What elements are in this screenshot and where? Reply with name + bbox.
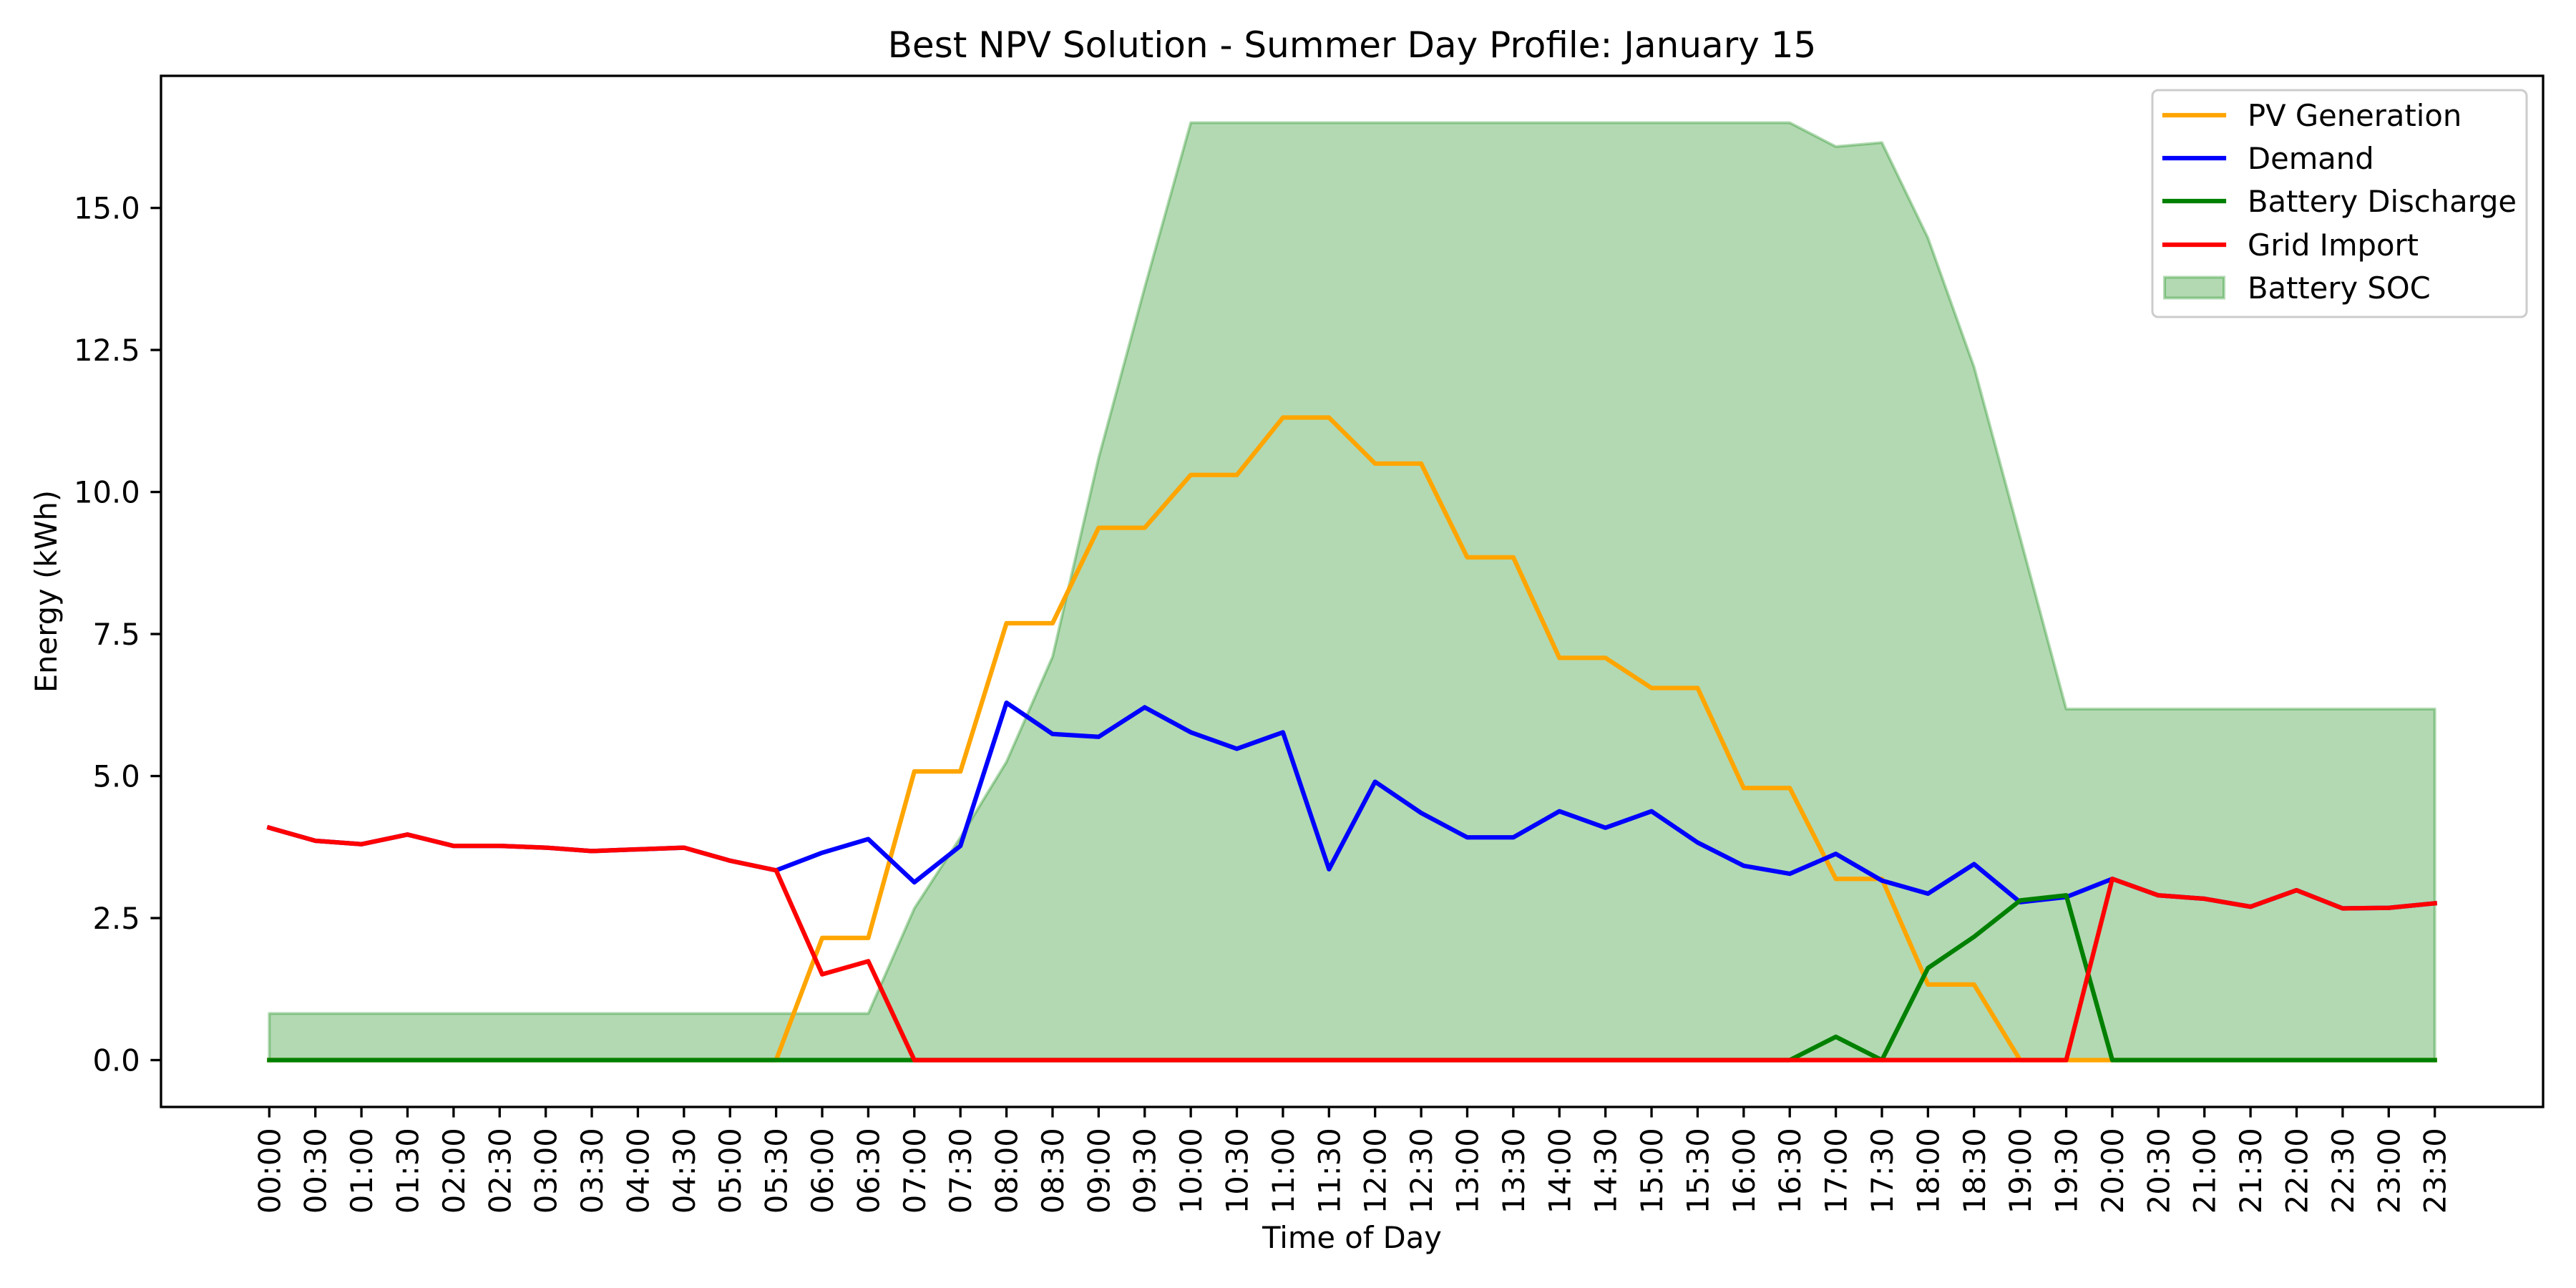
x-tick-label: 10:30 — [1220, 1128, 1255, 1214]
x-tick-label: 19:00 — [2003, 1128, 2038, 1214]
x-tick-label: 15:00 — [1634, 1128, 1669, 1214]
y-tick-label: 12.5 — [74, 333, 140, 368]
x-tick-label: 11:30 — [1312, 1128, 1347, 1214]
x-axis: 00:00 00:30 01:00 01:30 02:00 02:30 03:00 03:30… — [252, 1107, 2453, 1214]
x-tick-label: 01:00 — [344, 1128, 379, 1214]
legend-label-pv-generation: PV Generation — [2248, 98, 2462, 133]
x-tick-label: 18:30 — [1957, 1128, 1992, 1214]
legend-entry-demand: Demand — [2162, 141, 2374, 176]
x-tick-label: 06:30 — [851, 1128, 886, 1214]
x-tick-label: 22:30 — [2326, 1128, 2361, 1214]
y-tick-label: 0.0 — [93, 1043, 140, 1078]
x-tick-label: 14:30 — [1589, 1128, 1624, 1214]
x-tick-label: 23:30 — [2418, 1128, 2453, 1214]
x-tick-label: 14:00 — [1542, 1128, 1577, 1214]
x-tick-label: 07:00 — [897, 1128, 932, 1214]
x-tick-label: 03:00 — [529, 1128, 564, 1214]
legend-entry-battery-soc: Battery SOC — [2163, 270, 2431, 306]
x-tick-label: 21:30 — [2233, 1128, 2268, 1214]
legend-entry-pv-generation: PV Generation — [2162, 98, 2462, 133]
x-tick-label: 19:30 — [2049, 1128, 2084, 1214]
legend-entry-battery-discharge: Battery Discharge — [2162, 184, 2517, 219]
y-tick-label: 10.0 — [74, 475, 140, 510]
legend-handle-battery-soc — [2163, 275, 2225, 300]
x-tick-label: 12:00 — [1358, 1128, 1393, 1214]
x-tick-label: 09:00 — [1081, 1128, 1116, 1214]
x-tick-label: 02:30 — [482, 1128, 517, 1214]
axes-background — [161, 76, 2543, 1107]
legend: PV Generation Demand Battery Discharge G… — [2151, 89, 2528, 318]
x-tick-label: 23:00 — [2371, 1128, 2406, 1214]
y-axis-label: Energy (kWh) — [29, 490, 64, 693]
x-tick-label: 10:00 — [1174, 1128, 1209, 1214]
series-area-battery-soc — [268, 121, 2436, 1062]
x-tick-label: 17:30 — [1865, 1128, 1900, 1214]
x-tick-label: 21:00 — [2187, 1128, 2223, 1214]
x-tick-label: 20:00 — [2095, 1128, 2130, 1214]
x-tick-label: 01:30 — [390, 1128, 425, 1214]
x-tick-label: 05:30 — [759, 1128, 794, 1214]
axes-frame — [160, 74, 2545, 1108]
y-axis: 0.0 2.5 5.0 7.5 10.0 12.5 15.0 — [74, 191, 161, 1078]
legend-label-battery-discharge: Battery Discharge — [2248, 184, 2517, 219]
y-tick-label: 2.5 — [93, 901, 140, 936]
y-tick-label: 7.5 — [93, 617, 140, 652]
x-tick-label: 18:00 — [1911, 1128, 1946, 1214]
x-tick-label: 16:00 — [1727, 1128, 1762, 1214]
x-tick-label: 08:30 — [1035, 1128, 1070, 1214]
x-tick-label: 08:00 — [990, 1128, 1025, 1214]
x-tick-label: 05:00 — [713, 1128, 748, 1214]
x-tick-label: 13:00 — [1450, 1128, 1485, 1214]
x-axis-label: Time of Day — [1262, 1220, 1442, 1255]
chart-title: Best NPV Solution - Summer Day Profile: … — [888, 24, 1817, 66]
legend-entry-grid-import: Grid Import — [2162, 228, 2419, 263]
legend-frame — [2151, 89, 2528, 318]
legend-label-battery-soc: Battery SOC — [2248, 270, 2431, 306]
x-tick-label: 09:30 — [1128, 1128, 1163, 1214]
plot-area — [266, 121, 2438, 1063]
x-tick-label: 04:30 — [667, 1128, 702, 1214]
series-line-grid-import — [266, 824, 2438, 1063]
x-tick-label: 00:00 — [252, 1128, 287, 1214]
x-tick-label: 06:00 — [805, 1128, 840, 1214]
x-tick-label: 20:30 — [2141, 1128, 2176, 1214]
x-tick-label: 11:00 — [1266, 1128, 1301, 1214]
legend-label-grid-import: Grid Import — [2248, 228, 2419, 263]
x-tick-label: 02:00 — [436, 1128, 472, 1214]
y-tick-label: 5.0 — [93, 759, 140, 794]
x-tick-label: 07:30 — [943, 1128, 978, 1214]
x-tick-label: 16:30 — [1772, 1128, 1807, 1214]
x-tick-label: 04:00 — [620, 1128, 655, 1214]
x-tick-label: 13:30 — [1496, 1128, 1531, 1214]
y-tick-label: 15.0 — [74, 191, 140, 226]
x-tick-label: 00:30 — [298, 1128, 333, 1214]
x-tick-label: 12:30 — [1404, 1128, 1439, 1214]
x-tick-label: 15:30 — [1680, 1128, 1715, 1214]
x-tick-label: 03:30 — [575, 1128, 610, 1214]
x-tick-label: 17:00 — [1819, 1128, 1854, 1214]
legend-label-demand: Demand — [2248, 141, 2374, 176]
x-tick-label: 22:00 — [2280, 1128, 2315, 1214]
